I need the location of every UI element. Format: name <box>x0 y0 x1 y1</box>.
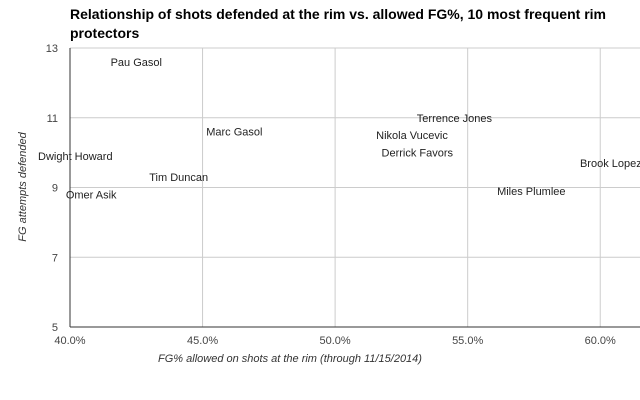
chart-title: Relationship of shots defended at the ri… <box>70 6 606 41</box>
data-labels: Pau Gasol Marc Gasol Dwight Howard Tim Dunc… <box>38 57 640 202</box>
data-point-label: Tim Duncan <box>149 172 208 184</box>
tick-labels: 40.0% 45.0% 50.0% 55.0% 60.0% 5 7 9 11 13 <box>46 43 616 347</box>
y-tick-label: 13 <box>46 43 58 55</box>
y-tick-label: 9 <box>52 183 58 195</box>
axes <box>69 48 640 328</box>
x-axis-title: FG% allowed on shots at the rim (through… <box>158 353 422 365</box>
data-point-label: Omer Asik <box>66 189 117 201</box>
data-point-label: Dwight Howard <box>38 151 113 163</box>
x-tick-label: 45.0% <box>187 335 218 347</box>
y-tick-label: 7 <box>52 252 58 264</box>
y-tick-label: 11 <box>47 113 58 125</box>
data-point-label: Pau Gasol <box>111 57 162 69</box>
data-point-label: Derrick Favors <box>382 148 454 160</box>
y-axis-title: FG attempts defended <box>17 131 29 241</box>
x-tick-label: 60.0% <box>585 335 616 347</box>
data-point-label: Terrence Jones <box>417 113 493 125</box>
y-tick-label: 5 <box>52 322 58 334</box>
data-point-label: Nikola Vucevic <box>376 130 448 142</box>
data-point-label: Miles Plumlee <box>497 186 565 198</box>
data-point-label: Marc Gasol <box>206 127 262 139</box>
gridlines <box>70 47 640 327</box>
data-point-label: Brook Lopez <box>580 158 640 170</box>
x-tick-label: 50.0% <box>320 335 351 347</box>
x-tick-label: 40.0% <box>54 335 85 347</box>
x-tick-label: 55.0% <box>452 335 483 347</box>
